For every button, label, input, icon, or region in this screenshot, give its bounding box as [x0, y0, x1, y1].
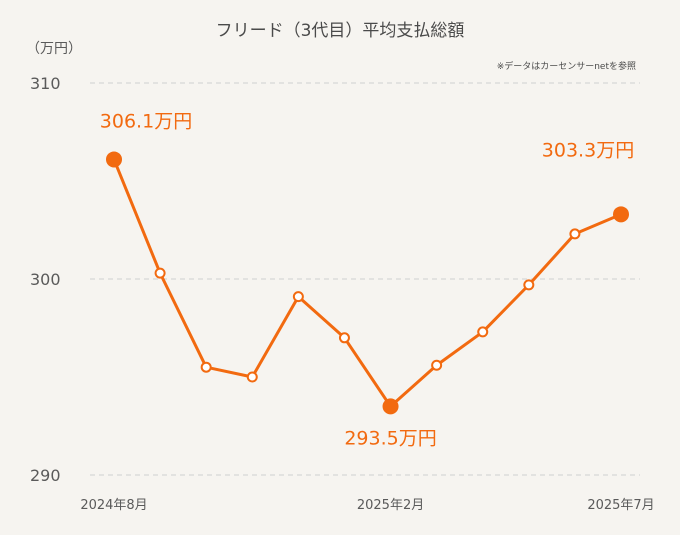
- value-label: 293.5万円: [344, 427, 436, 449]
- series-line: [112, 157, 623, 408]
- y-tick-label: 290: [30, 466, 61, 485]
- y-tick-label: 310: [30, 74, 61, 93]
- data-point: [292, 291, 304, 303]
- highlight-point: [106, 151, 122, 168]
- source-note: ※データはカーセンサーnetを参照: [497, 60, 636, 72]
- y-tick-label: 300: [30, 270, 61, 289]
- y-axis-ticks: 310 300 290: [30, 74, 61, 485]
- x-tick-label: 2024年8月: [80, 498, 147, 513]
- data-point: [477, 326, 489, 338]
- y-unit-label: （万円）: [26, 41, 82, 57]
- gridlines: [90, 82, 640, 476]
- data-point: [200, 361, 212, 373]
- data-points: [106, 151, 629, 415]
- data-point: [154, 267, 166, 279]
- value-annotations: 306.1万円 293.5万円 303.3万円: [100, 110, 634, 449]
- data-point: [569, 228, 581, 240]
- highlight-point: [382, 398, 399, 415]
- data-point: [523, 279, 535, 291]
- highlight-point: [613, 206, 629, 223]
- x-tick-label: 2025年2月: [357, 498, 424, 513]
- data-point: [246, 371, 258, 383]
- data-point: [338, 332, 350, 344]
- x-tick-label: 2025年7月: [587, 498, 654, 513]
- value-label: 303.3万円: [542, 139, 634, 161]
- series-polyline: [112, 157, 623, 408]
- x-axis-ticks: 2024年8月 2025年2月 2025年7月: [80, 498, 654, 513]
- data-point: [431, 359, 443, 371]
- value-label: 306.1万円: [100, 110, 192, 132]
- chart-title: フリード（3代目）平均支払総額: [216, 21, 465, 41]
